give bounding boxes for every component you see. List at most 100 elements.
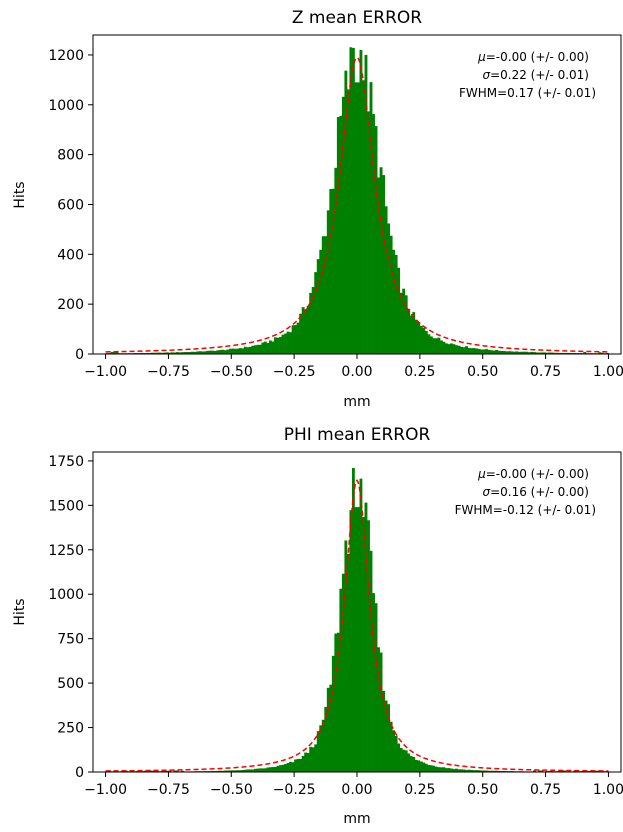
y-axis-label: Hits bbox=[12, 181, 28, 208]
histogram-bar bbox=[538, 770, 541, 772]
histogram-bar bbox=[429, 765, 433, 772]
histogram-bar bbox=[145, 770, 149, 772]
histogram-bar bbox=[540, 352, 544, 354]
histogram-bar bbox=[336, 117, 340, 354]
histogram-bar bbox=[299, 313, 303, 354]
histogram-bar bbox=[216, 770, 220, 772]
histogram-bar bbox=[465, 769, 468, 772]
sigma-stat: σ=0.16 (+/- 0.00) bbox=[482, 485, 589, 499]
histogram-bar bbox=[221, 770, 225, 772]
histogram-bar bbox=[155, 352, 159, 354]
histogram-bar bbox=[294, 759, 297, 772]
histogram-bar bbox=[419, 761, 423, 772]
histogram-bar bbox=[437, 767, 441, 772]
histogram-bar bbox=[276, 765, 280, 772]
histogram-bar bbox=[452, 344, 456, 354]
histogram-bar bbox=[495, 770, 499, 772]
histogram-bar bbox=[246, 347, 250, 354]
histogram-bar bbox=[110, 351, 114, 354]
histogram-bar bbox=[231, 770, 235, 772]
histogram-bar bbox=[331, 655, 335, 772]
histogram-bar bbox=[125, 770, 129, 772]
histogram-bar bbox=[422, 327, 426, 354]
histogram-bar bbox=[417, 760, 421, 772]
histogram-bar bbox=[394, 735, 398, 772]
histogram-bar bbox=[455, 345, 458, 354]
histogram-bar bbox=[145, 352, 149, 354]
histogram-bar bbox=[346, 89, 350, 354]
histogram-bar bbox=[279, 336, 282, 354]
histogram-bar bbox=[600, 352, 604, 354]
histogram-bar bbox=[163, 352, 167, 354]
histogram-bar bbox=[367, 520, 370, 772]
histogram-bar bbox=[452, 768, 456, 772]
histogram-bar bbox=[470, 348, 473, 354]
histogram-bar bbox=[135, 770, 139, 772]
histogram-bar bbox=[573, 352, 577, 354]
histogram-bar bbox=[553, 352, 556, 354]
histogram-bar bbox=[477, 770, 481, 772]
histogram-bar bbox=[243, 769, 247, 772]
histogram-bar bbox=[314, 744, 318, 772]
x-tick-label: 0.25 bbox=[404, 782, 435, 798]
y-tick-label: 750 bbox=[57, 632, 84, 648]
histogram-bar bbox=[480, 349, 484, 354]
histogram-bar bbox=[379, 652, 383, 772]
fit-curve bbox=[105, 56, 609, 353]
histogram-bar bbox=[223, 770, 227, 772]
histogram-bar bbox=[515, 351, 519, 354]
histogram-bar bbox=[165, 352, 169, 354]
histogram-bar bbox=[175, 770, 179, 772]
histogram-bar bbox=[341, 96, 345, 354]
histogram-bar bbox=[344, 70, 348, 354]
histogram-bar bbox=[427, 334, 431, 354]
histogram-bar bbox=[377, 177, 380, 354]
histogram-bar bbox=[349, 510, 353, 772]
histogram-bar bbox=[344, 540, 348, 772]
histogram-bar bbox=[480, 770, 484, 772]
chart-title: Z mean ERROR bbox=[292, 8, 422, 28]
histogram-bar bbox=[213, 350, 217, 354]
y-tick-label: 1200 bbox=[48, 48, 84, 64]
histogram-bar bbox=[263, 341, 267, 354]
chart-title: PHI mean ERROR bbox=[284, 425, 431, 445]
histogram-bar bbox=[256, 344, 260, 354]
histogram-bar bbox=[583, 770, 587, 772]
histogram-bar bbox=[460, 769, 463, 772]
histogram-bar bbox=[533, 352, 536, 354]
histogram-bar bbox=[487, 770, 491, 772]
histogram-bar bbox=[445, 768, 448, 772]
y-tick-label: 400 bbox=[57, 247, 84, 263]
histogram-bar bbox=[382, 175, 385, 354]
histogram-bar bbox=[357, 507, 360, 772]
histogram-bar bbox=[233, 770, 237, 772]
histogram-bar bbox=[517, 351, 521, 354]
histogram-bar bbox=[445, 343, 448, 354]
histogram-bar bbox=[281, 334, 285, 354]
histogram-bar bbox=[394, 254, 398, 354]
histogram-bar bbox=[208, 350, 212, 354]
histogram-bar bbox=[354, 82, 358, 354]
histogram-bar bbox=[153, 770, 157, 772]
histogram-bar bbox=[226, 349, 230, 354]
histogram-bar bbox=[362, 80, 365, 354]
histogram-bar bbox=[550, 352, 554, 354]
fit-stats-annotation: μ=-0.00 (+/- 0.00) σ=0.16 (+/- 0.00) FWH… bbox=[455, 467, 596, 517]
histogram-bar bbox=[548, 770, 551, 772]
histogram-bar bbox=[301, 307, 305, 354]
histogram-bar bbox=[568, 352, 572, 354]
histogram-bar bbox=[404, 295, 408, 354]
fwhm-stat: FWHM=-0.12 (+/- 0.01) bbox=[455, 503, 596, 517]
histogram-bar bbox=[497, 770, 501, 772]
y-tick-label: 600 bbox=[57, 197, 84, 213]
histogram-bar bbox=[306, 753, 310, 772]
histogram-bar bbox=[475, 770, 479, 772]
y-axis-label: Hits bbox=[12, 598, 28, 625]
histogram-bar bbox=[339, 115, 343, 354]
histogram-bar bbox=[382, 690, 385, 772]
histogram-bar bbox=[482, 349, 486, 354]
histogram-bar bbox=[324, 236, 328, 354]
histogram-bar bbox=[439, 340, 443, 354]
histogram-bar bbox=[253, 345, 257, 354]
